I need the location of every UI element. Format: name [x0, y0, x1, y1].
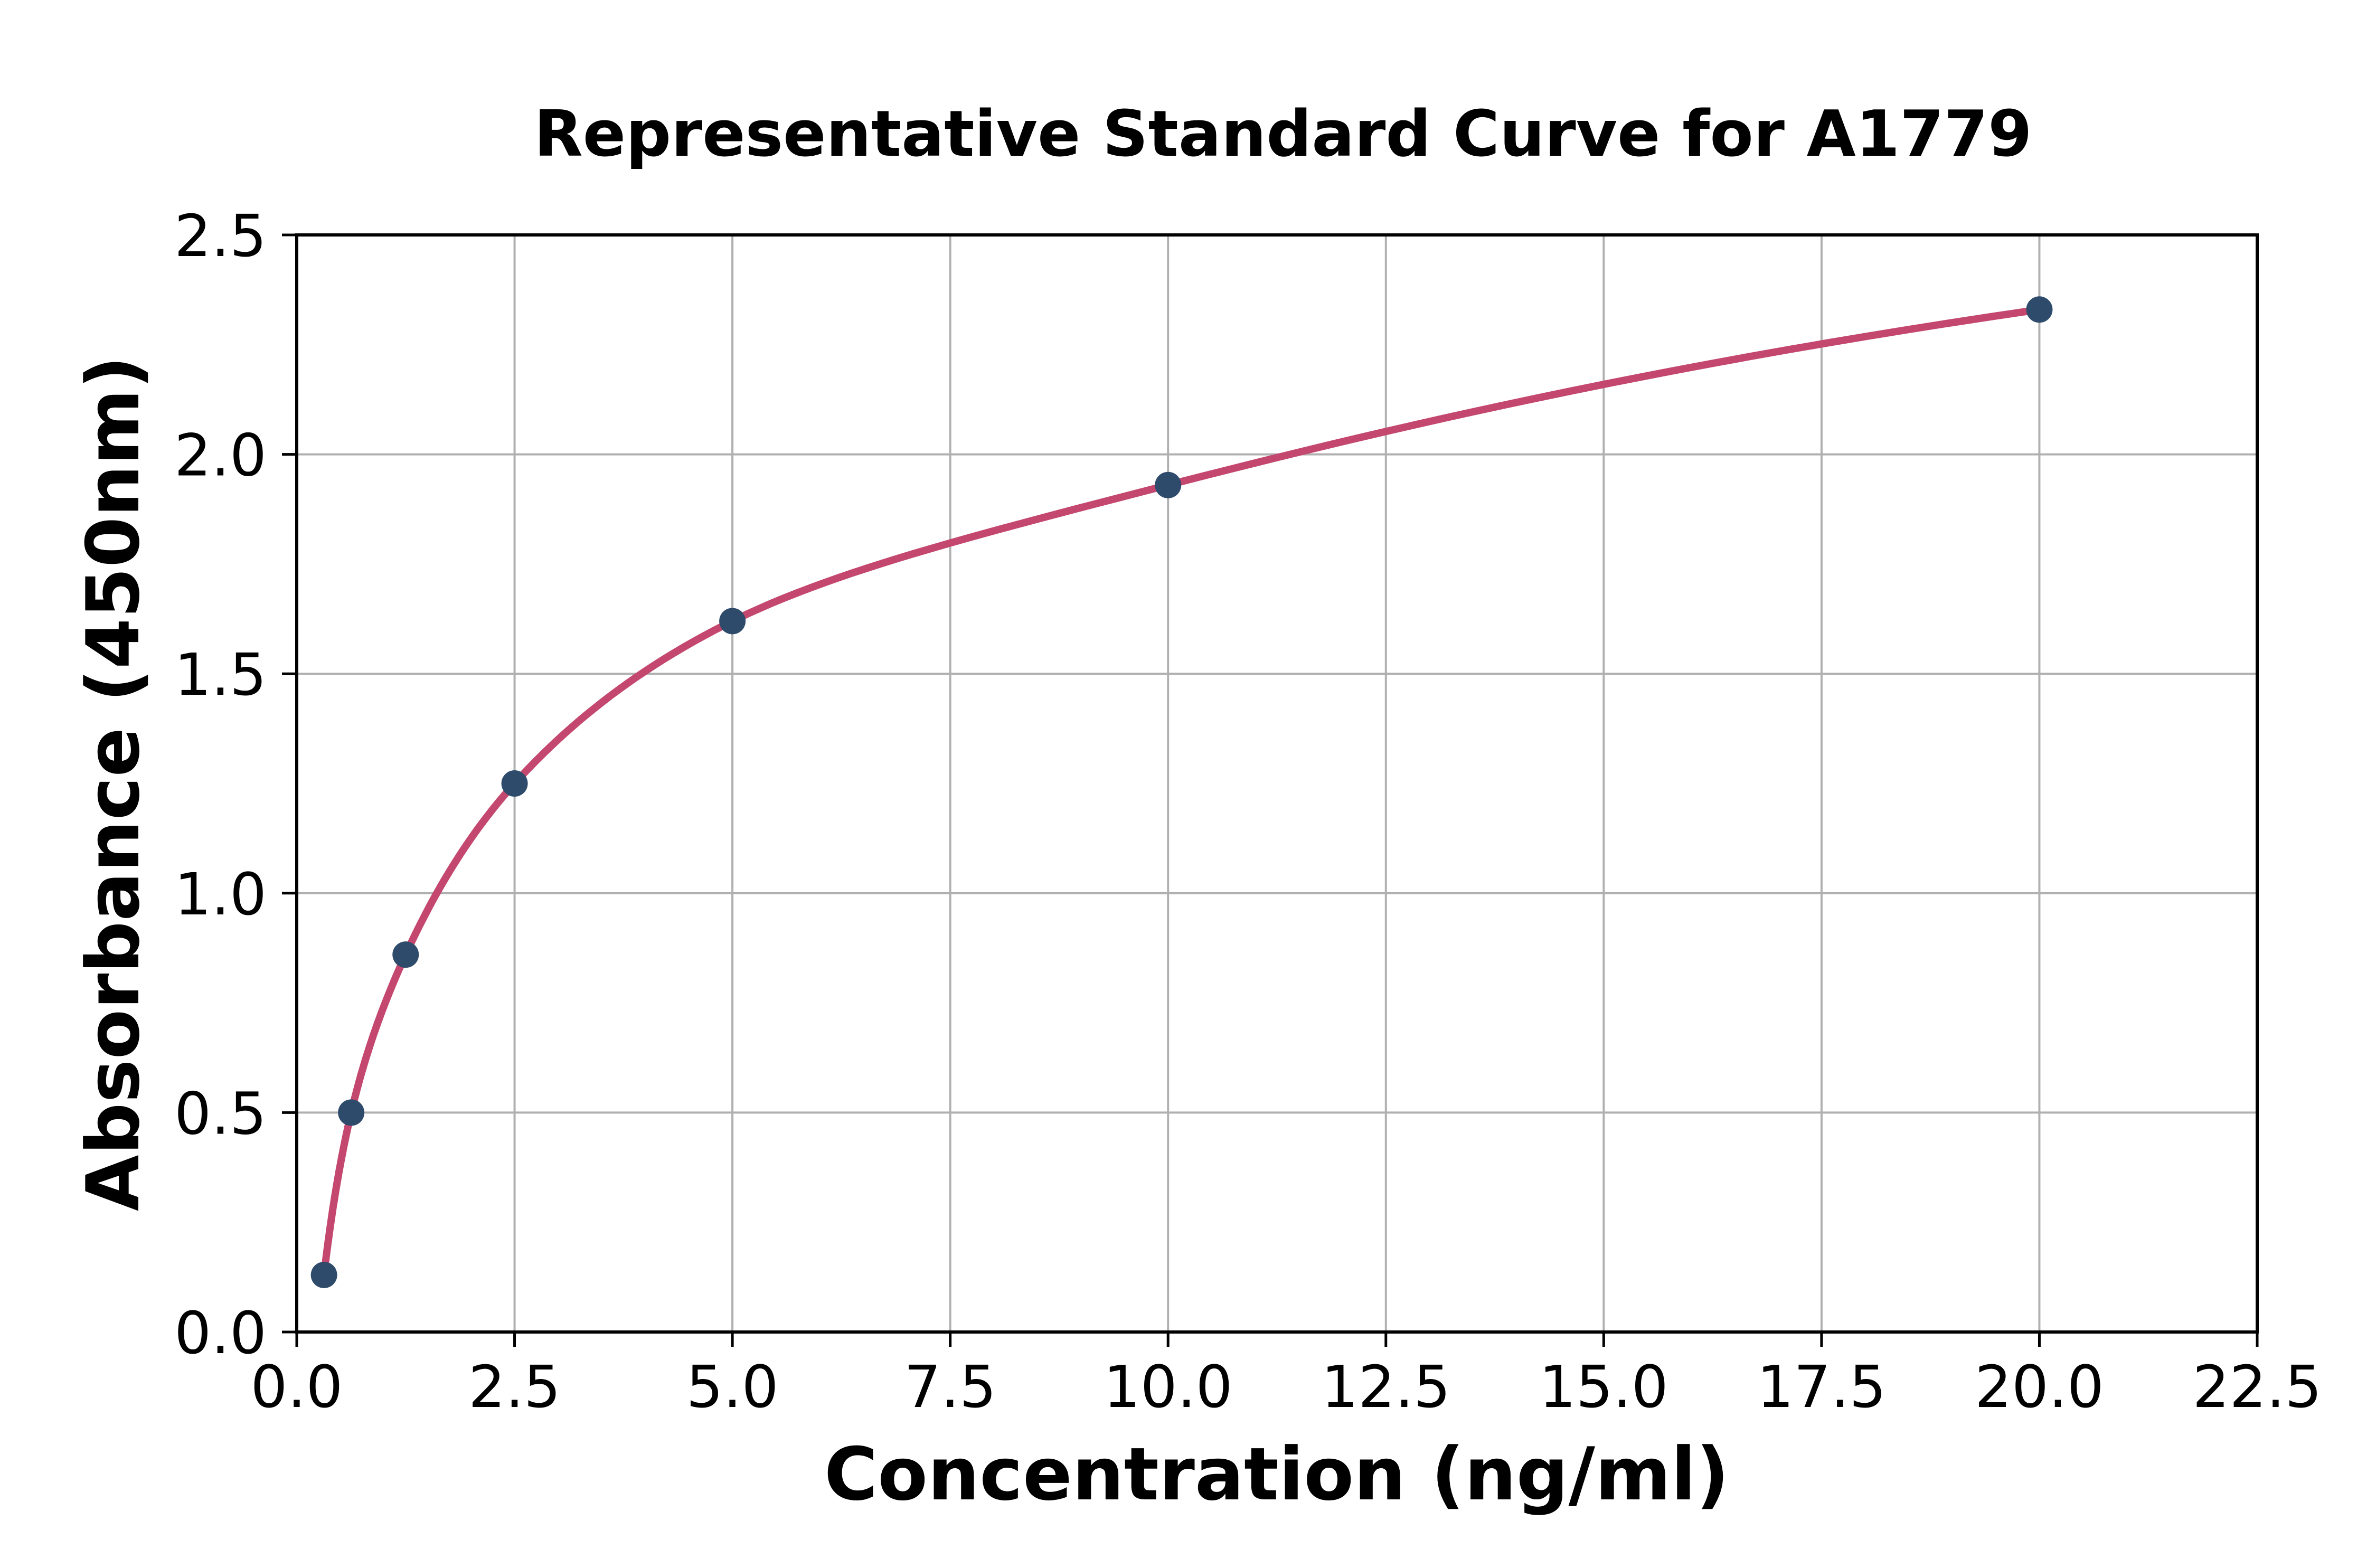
data-point [719, 608, 746, 635]
y-tick-label: 2.5 [174, 202, 267, 270]
y-tick-label: 2.0 [174, 422, 267, 489]
grid-layer [296, 234, 2258, 1333]
x-tick-label: 20.0 [1975, 1353, 2104, 1421]
y-tick-label: 1.5 [174, 641, 267, 709]
x-tick-label: 5.0 [686, 1353, 779, 1421]
x-tick-label: 17.5 [1757, 1353, 1886, 1421]
y-tick-label: 0.5 [174, 1080, 267, 1147]
x-tick-label: 7.5 [904, 1353, 996, 1421]
y-axis-label: Absorbance (450nm) [71, 356, 156, 1211]
data-point [2026, 296, 2053, 323]
tick-layer [282, 233, 2259, 1347]
data-point [501, 770, 528, 797]
x-tick-label: 15.0 [1539, 1353, 1668, 1421]
x-axis-label: Concentration (ng/ml) [824, 1432, 1729, 1517]
x-tick-label: 0.0 [251, 1353, 343, 1421]
y-tick-label: 1.0 [174, 861, 267, 928]
plot-border [295, 233, 2259, 1334]
data-point [392, 941, 419, 968]
data-point [338, 1099, 365, 1126]
data-point [310, 1261, 337, 1288]
tick-label-layer: 0.0 2.5 5.0 7.5 10.0 12.5 15.0 17.5 20.0 22.5 0.0 0… [174, 202, 2322, 1421]
data-layer [310, 296, 2053, 1288]
x-tick-label: 2.5 [468, 1353, 561, 1421]
data-point [1155, 471, 1182, 498]
x-tick-label: 10.0 [1104, 1353, 1233, 1421]
x-tick-label: 22.5 [2193, 1353, 2322, 1421]
chart-title: Representative Standard Curve for A1779 [534, 98, 2032, 171]
y-tick-label: 0.0 [174, 1299, 267, 1367]
x-tick-label: 12.5 [1321, 1353, 1450, 1421]
